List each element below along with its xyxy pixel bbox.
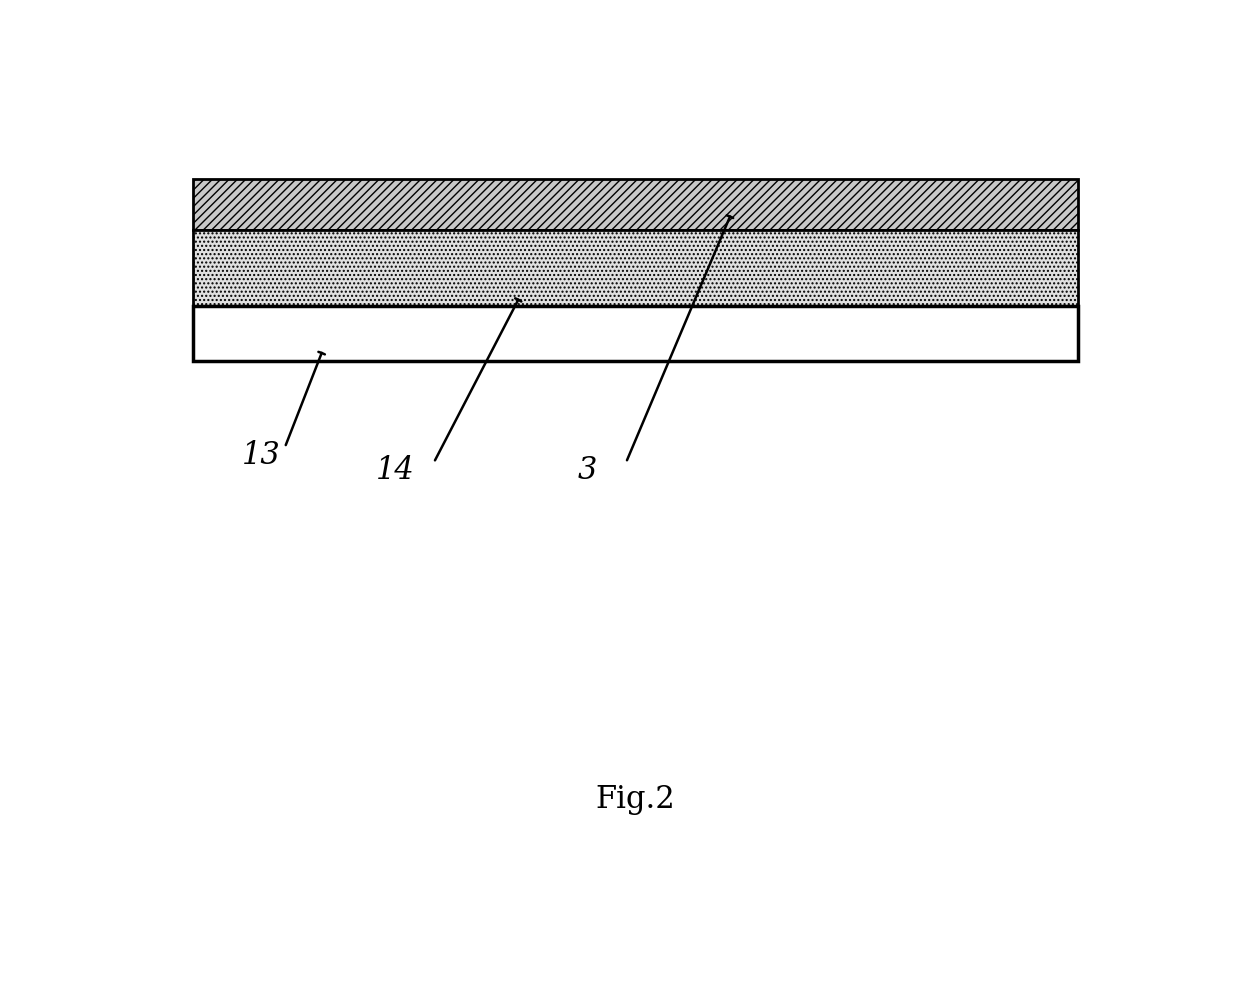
Bar	[193, 229, 1078, 306]
Text: 13: 13	[242, 440, 280, 471]
Text: Fig.2: Fig.2	[595, 784, 676, 816]
Text: 14: 14	[376, 456, 414, 486]
Bar	[193, 179, 1078, 229]
Bar	[193, 306, 1078, 360]
Text: 3: 3	[578, 456, 598, 486]
